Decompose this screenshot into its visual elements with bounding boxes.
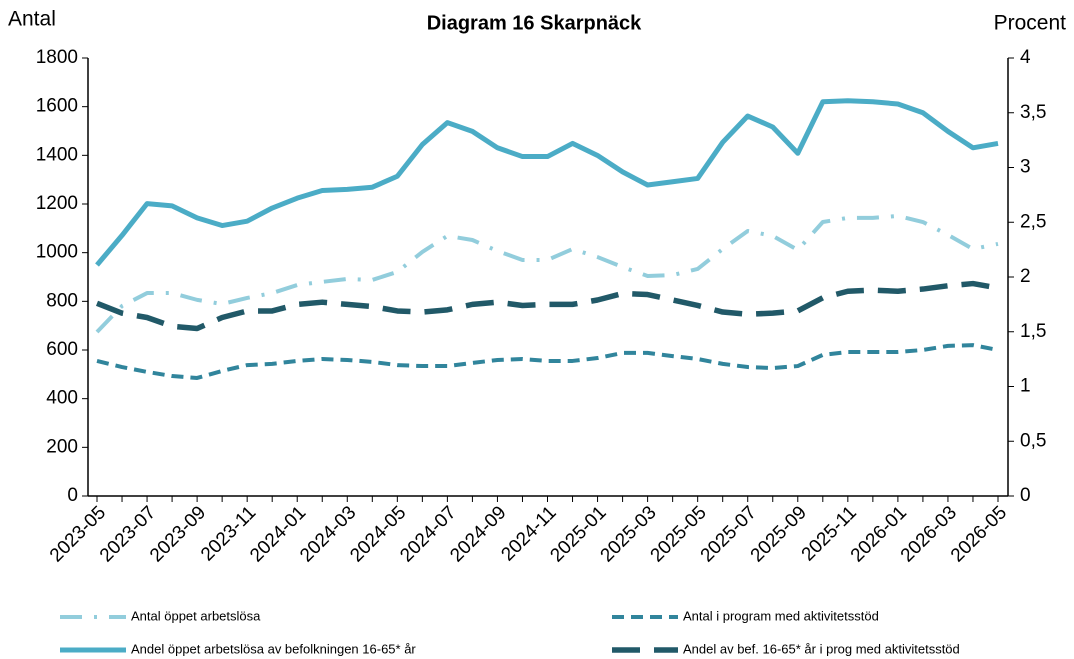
y2-axis-title: Procent (994, 12, 1067, 35)
y-axis-title: Antal (8, 8, 56, 31)
legend-label: Antal öppet arbetslösa (131, 608, 261, 623)
legend-label: Antal i program med aktivitetsstöd (683, 608, 879, 623)
y-tick-label: 1200 (36, 193, 78, 214)
legend-label: Andel öppet arbetslösa av befolkningen 1… (131, 641, 416, 656)
x-tick-label: 2023-09 (146, 502, 210, 566)
chart-title: Diagram 16 Skarpnäck (427, 12, 642, 34)
y-tick-label: 400 (46, 388, 78, 409)
y-tick-label: 600 (46, 339, 78, 360)
y2-tick-label: 0 (1020, 485, 1031, 506)
x-tick-label: 2024-09 (446, 502, 510, 566)
y-tick-label: 1600 (36, 96, 78, 117)
series-line (95, 98, 999, 267)
series-line (96, 343, 999, 380)
series-line (95, 213, 999, 334)
x-tick-label: 2026-05 (947, 502, 1011, 566)
y2-tick-label: 3 (1020, 157, 1031, 178)
y2-tick-label: 0,5 (1020, 430, 1046, 451)
y-tick-label: 0 (67, 485, 78, 506)
y2-tick-label: 3,5 (1020, 102, 1046, 123)
series-line (95, 280, 999, 332)
y2-tick-label: 1,5 (1020, 321, 1046, 342)
y2-tick-label: 2 (1020, 266, 1031, 287)
y2-tick-label: 4 (1020, 47, 1031, 68)
y-tick-label: 800 (46, 290, 78, 311)
y-tick-label: 200 (46, 436, 78, 457)
legend-label: Andel av bef. 16-65* år i prog med aktiv… (683, 641, 960, 656)
y2-tick-label: 1 (1020, 376, 1031, 397)
y-tick-label: 1000 (36, 242, 78, 263)
y-tick-label: 1400 (36, 144, 78, 165)
x-tick-label: 2025-09 (747, 502, 811, 566)
y-tick-label: 1800 (36, 47, 78, 68)
y2-tick-label: 2,5 (1020, 211, 1046, 232)
